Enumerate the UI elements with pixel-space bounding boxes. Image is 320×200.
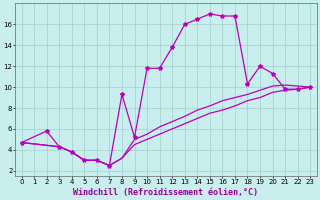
X-axis label: Windchill (Refroidissement éolien,°C): Windchill (Refroidissement éolien,°C) [73, 188, 258, 197]
